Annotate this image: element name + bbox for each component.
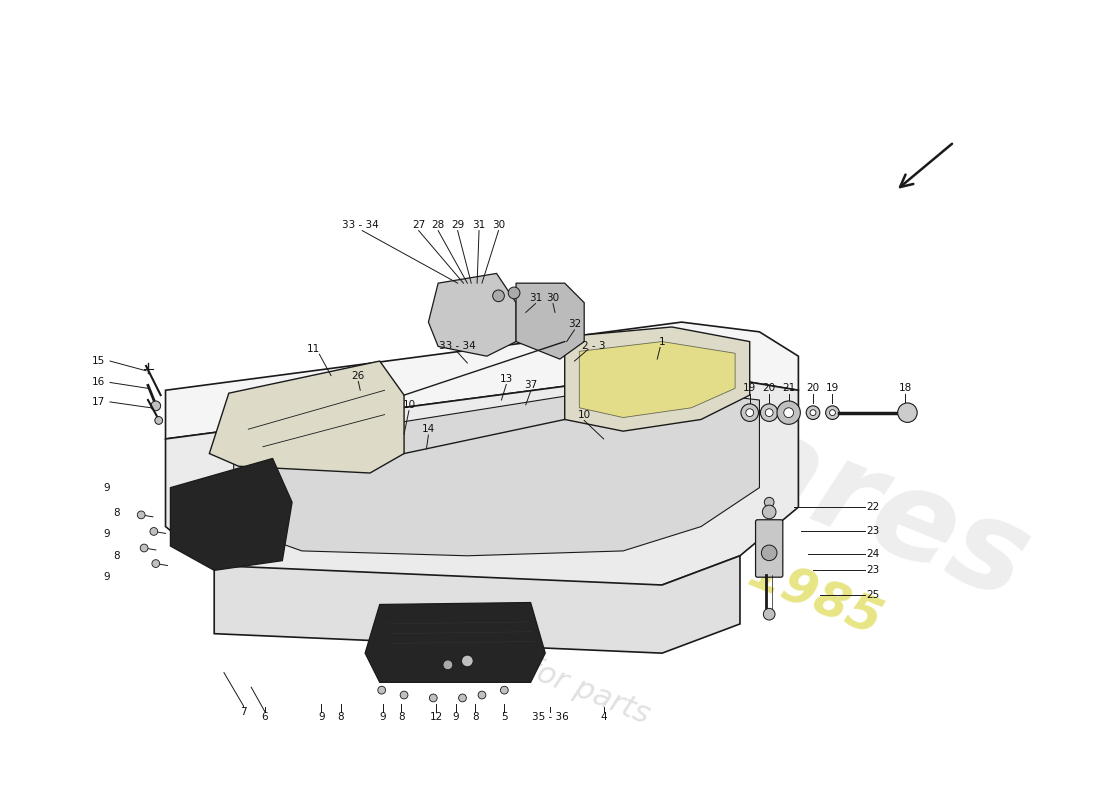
- FancyBboxPatch shape: [756, 520, 783, 578]
- Text: 20: 20: [762, 383, 776, 394]
- Circle shape: [462, 655, 473, 666]
- Text: 8: 8: [113, 508, 120, 518]
- Circle shape: [138, 511, 145, 518]
- Text: 17: 17: [92, 397, 106, 407]
- Text: 9: 9: [103, 572, 110, 582]
- Polygon shape: [233, 386, 759, 556]
- Text: 10: 10: [403, 400, 416, 410]
- Circle shape: [810, 410, 816, 415]
- Text: 31: 31: [529, 293, 542, 302]
- Polygon shape: [165, 322, 799, 439]
- Polygon shape: [170, 458, 293, 570]
- Text: 11: 11: [307, 344, 320, 354]
- Text: 33 - 34: 33 - 34: [439, 342, 476, 351]
- Text: 1: 1: [659, 337, 666, 346]
- Circle shape: [493, 290, 505, 302]
- Text: 22: 22: [867, 502, 880, 512]
- Text: since 1985: since 1985: [591, 486, 889, 645]
- Text: 20: 20: [806, 383, 820, 394]
- Circle shape: [140, 544, 148, 552]
- Text: 31: 31: [472, 220, 486, 230]
- Polygon shape: [428, 274, 516, 356]
- Circle shape: [478, 691, 486, 699]
- Circle shape: [150, 527, 157, 535]
- Text: 23: 23: [867, 566, 880, 575]
- Circle shape: [151, 401, 161, 410]
- Polygon shape: [165, 370, 799, 594]
- Text: 37: 37: [524, 380, 537, 390]
- Text: 21: 21: [782, 383, 795, 394]
- Text: 19: 19: [826, 383, 839, 394]
- Text: 9: 9: [379, 713, 386, 722]
- Text: 8: 8: [113, 550, 120, 561]
- Text: 4: 4: [601, 713, 607, 722]
- Circle shape: [762, 505, 776, 518]
- Circle shape: [764, 498, 774, 507]
- Text: 26: 26: [352, 370, 365, 381]
- Circle shape: [766, 409, 773, 417]
- Circle shape: [806, 406, 820, 419]
- Text: 32: 32: [568, 319, 581, 329]
- Text: 30: 30: [492, 220, 505, 230]
- Text: 27: 27: [412, 220, 426, 230]
- Text: 28: 28: [431, 220, 444, 230]
- Text: 10: 10: [578, 410, 591, 420]
- Text: a passion for parts: a passion for parts: [378, 596, 653, 730]
- Circle shape: [760, 404, 778, 422]
- Circle shape: [459, 694, 466, 702]
- Text: 9: 9: [452, 713, 459, 722]
- Circle shape: [152, 560, 160, 567]
- Circle shape: [826, 406, 839, 419]
- Text: 16: 16: [92, 378, 106, 387]
- Circle shape: [443, 660, 453, 670]
- Text: 6: 6: [262, 713, 268, 722]
- Text: 25: 25: [867, 590, 880, 600]
- Circle shape: [898, 403, 917, 422]
- Polygon shape: [516, 283, 584, 359]
- Text: 33 - 34: 33 - 34: [342, 220, 378, 230]
- Text: 12: 12: [430, 713, 443, 722]
- Circle shape: [377, 686, 386, 694]
- Circle shape: [746, 409, 754, 417]
- Text: 35 - 36: 35 - 36: [531, 713, 569, 722]
- Polygon shape: [564, 327, 750, 431]
- Circle shape: [400, 691, 408, 699]
- Text: 14: 14: [421, 424, 434, 434]
- Circle shape: [429, 694, 437, 702]
- Text: 30: 30: [547, 293, 560, 302]
- Circle shape: [761, 545, 777, 561]
- Circle shape: [784, 408, 793, 418]
- Text: 13: 13: [499, 374, 513, 383]
- Circle shape: [500, 686, 508, 694]
- Text: 8: 8: [338, 713, 344, 722]
- Circle shape: [777, 401, 801, 424]
- Circle shape: [155, 417, 163, 424]
- Polygon shape: [365, 602, 546, 682]
- Text: 18: 18: [899, 383, 912, 394]
- Text: 19: 19: [744, 383, 757, 394]
- Polygon shape: [209, 361, 404, 473]
- Text: 23: 23: [867, 526, 880, 537]
- Text: 9: 9: [103, 530, 110, 539]
- Text: euro: euro: [422, 258, 784, 503]
- Circle shape: [508, 287, 520, 298]
- Text: 2 - 3: 2 - 3: [582, 342, 606, 351]
- Text: 15: 15: [92, 356, 106, 366]
- Text: 9: 9: [103, 482, 110, 493]
- Polygon shape: [214, 556, 740, 653]
- Circle shape: [829, 410, 835, 415]
- Circle shape: [763, 608, 776, 620]
- Text: 7: 7: [240, 706, 246, 717]
- Text: 8: 8: [472, 713, 478, 722]
- Text: 5: 5: [500, 713, 508, 722]
- Circle shape: [741, 404, 759, 422]
- Text: 8: 8: [398, 713, 405, 722]
- Polygon shape: [580, 342, 735, 418]
- Text: 9: 9: [318, 713, 324, 722]
- Text: 29: 29: [451, 220, 464, 230]
- Text: Spares: Spares: [551, 331, 1046, 625]
- Text: 24: 24: [867, 549, 880, 559]
